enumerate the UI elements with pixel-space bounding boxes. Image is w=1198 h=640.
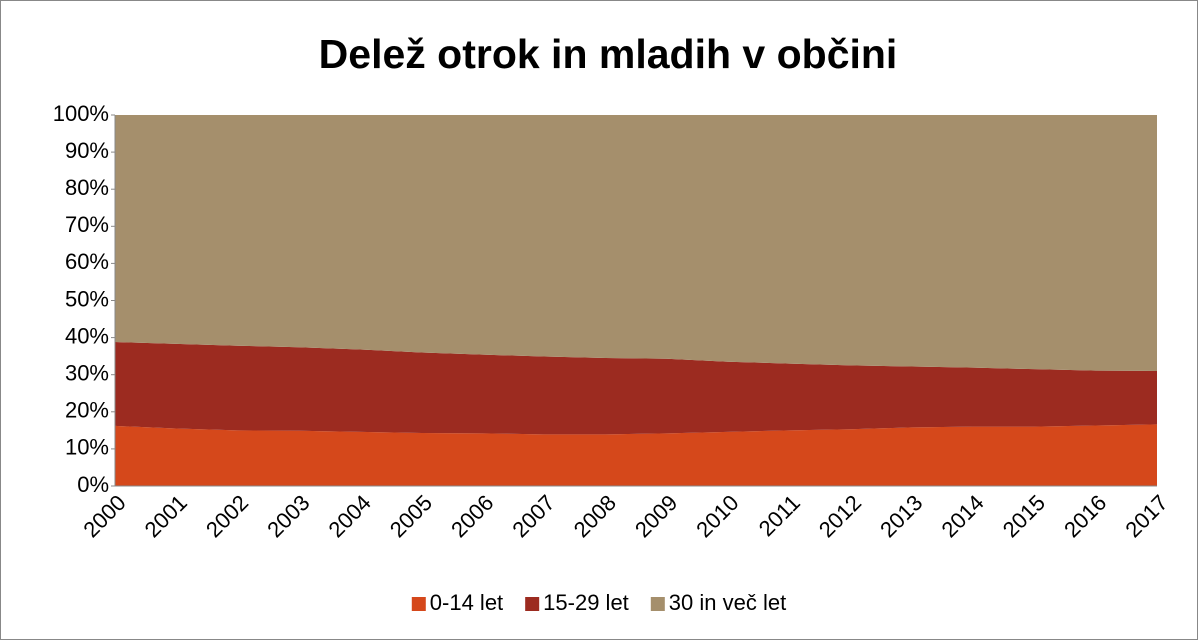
chart-title: Delež otrok in mladih v občini <box>319 31 898 77</box>
area <box>115 115 1157 371</box>
y-tick-label: 70% <box>65 212 109 237</box>
y-tick-label: 100% <box>53 101 109 126</box>
y-tick-label: 10% <box>65 435 109 460</box>
legend-label: 0-14 let <box>430 590 503 615</box>
legend-swatch <box>525 597 540 611</box>
y-tick-label: 60% <box>65 249 109 274</box>
legend-swatch <box>650 597 665 611</box>
y-tick-label: 0% <box>77 472 109 497</box>
legend-swatch <box>411 597 426 611</box>
legend-label: 30 in več let <box>669 590 786 615</box>
y-tick-label: 30% <box>65 361 109 386</box>
area <box>115 424 1157 486</box>
y-tick-label: 50% <box>65 286 109 311</box>
area <box>115 342 1157 435</box>
y-tick-label: 80% <box>65 175 109 200</box>
y-tick-label: 40% <box>65 323 109 348</box>
legend-label: 15-29 let <box>543 590 629 615</box>
y-tick-label: 20% <box>65 398 109 423</box>
y-tick-label: 90% <box>65 138 109 163</box>
